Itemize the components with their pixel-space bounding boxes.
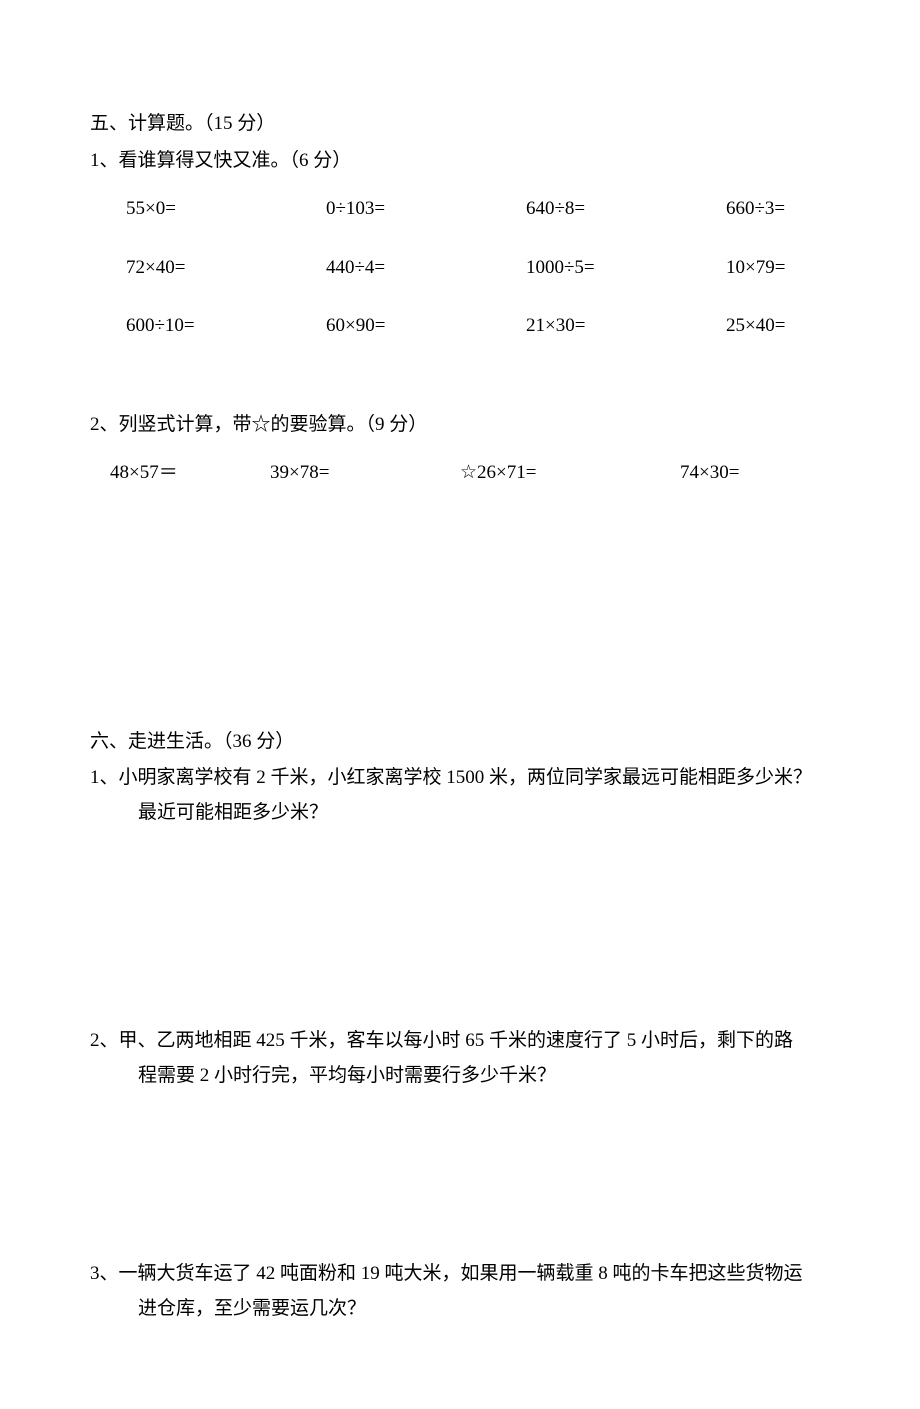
calc-cell: 39×78= [270, 459, 460, 488]
calc-cell: 440÷4= [326, 254, 526, 283]
calc-cell: 660÷3= [726, 195, 866, 224]
word-problem-1-line1: 1、小明家离学校有 2 千米，小红家离学校 1500 米，两位同学家最远可能相距… [90, 764, 830, 793]
word-problem-1-line2: 最近可能相距多少米？ [90, 799, 830, 828]
calc-cell: ☆26×71= [460, 459, 680, 488]
section-5-q1-title: 1、看谁算得又快又准。（6 分） [90, 147, 830, 176]
word-problem-2-line1: 2、甲、乙两地相距 425 千米，客车以每小时 65 千米的速度行了 5 小时后… [90, 1027, 830, 1056]
calc-cell: 0÷103= [326, 195, 526, 224]
calc-cell: 10×79= [726, 254, 866, 283]
mental-calc-grid: 55×0= 0÷103= 640÷8= 660÷3= 72×40= 440÷4=… [90, 195, 830, 341]
word-problem-3-line1: 3、一辆大货车运了 42 吨面粉和 19 吨大米，如果用一辆载重 8 吨的卡车把… [90, 1260, 830, 1289]
vertical-calc-row: 48×57＝ 39×78= ☆26×71= 74×30= [90, 459, 830, 488]
calc-cell: 55×0= [126, 195, 326, 224]
word-problem-2-line2: 程需要 2 小时行完，平均每小时需要行多少千米？ [90, 1062, 830, 1091]
calc-cell: 640÷8= [526, 195, 726, 224]
calc-cell: 60×90= [326, 312, 526, 341]
calc-cell: 48×57＝ [110, 459, 270, 488]
calc-cell: 21×30= [526, 312, 726, 341]
calc-cell: 25×40= [726, 312, 866, 341]
word-problem-3-line2: 进仓库，至少需要运几次？ [90, 1295, 830, 1324]
section-5-title: 五、计算题。（15 分） [90, 110, 830, 139]
section-6-title: 六、走进生活。（36 分） [90, 728, 830, 757]
section-5-q2-title: 2、列竖式计算，带☆的要验算。（9 分） [90, 411, 830, 440]
calc-cell: 74×30= [680, 459, 840, 488]
calc-cell: 72×40= [126, 254, 326, 283]
calc-cell: 1000÷5= [526, 254, 726, 283]
calc-cell: 600÷10= [126, 312, 326, 341]
